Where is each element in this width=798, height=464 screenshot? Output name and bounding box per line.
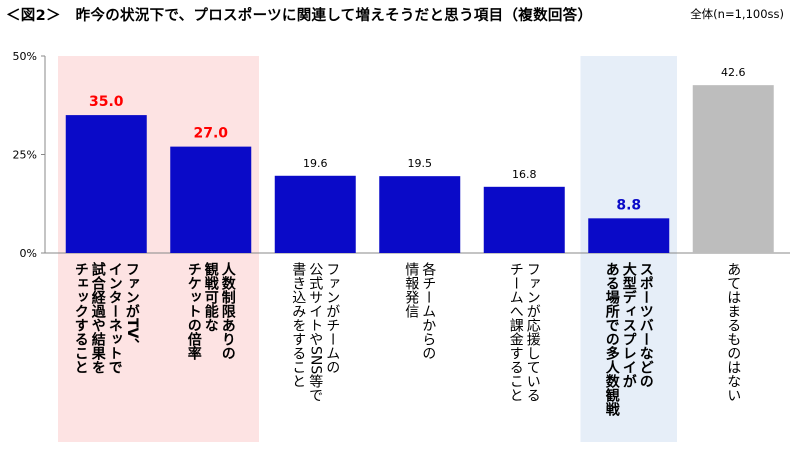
category-label: スポーツバーなどの <box>638 262 654 388</box>
category-label: 情報発信 <box>403 262 419 318</box>
data-label: 19.6 <box>303 157 328 170</box>
category-label: ファンが応援している <box>525 262 541 402</box>
y-tick-label: 25% <box>13 149 37 162</box>
data-label: 35.0 <box>89 94 124 110</box>
bar <box>379 176 461 253</box>
data-label: 8.8 <box>616 197 641 213</box>
chart-title: ＜図2＞ 昨今の状況下で、プロスポーツに関連して増えそうだと思う項目（複数回答） <box>6 8 593 24</box>
category-label: 大型ディスプレイが <box>621 261 637 388</box>
data-label: 19.5 <box>408 157 433 170</box>
y-tick-label: 0% <box>20 247 37 260</box>
bar <box>274 175 356 253</box>
y-tick-label: 50% <box>13 50 37 63</box>
category-label: 書き込みをすること <box>290 262 306 388</box>
data-label: 16.8 <box>512 168 537 181</box>
bar <box>692 85 774 253</box>
bar <box>65 115 147 253</box>
category-label: あてはまるものはない <box>725 262 741 402</box>
category-label: 各チームからの <box>420 262 436 360</box>
base-note: 全体(n=1,100ss) <box>690 7 784 21</box>
category-label: 人数制限ありの <box>220 261 236 360</box>
bar <box>483 186 565 253</box>
category-label: 試合経過や結果を <box>90 261 107 374</box>
category-label: 公式サイトやSNS等で <box>307 262 323 403</box>
data-label: 27.0 <box>193 126 228 142</box>
category-label: チェックすること <box>73 262 89 374</box>
data-label: 42.6 <box>721 66 746 79</box>
category-label: ある場所での多人数観戦 <box>604 262 620 417</box>
category-label: 観戦可能な <box>203 261 219 332</box>
category-label: チケットの倍率 <box>186 262 202 361</box>
category-label: チームへ課金すること <box>508 262 524 402</box>
bar <box>170 146 252 253</box>
category-label: インターネットで <box>107 262 123 374</box>
category-label: ファンがチームの <box>324 262 340 374</box>
bar <box>588 218 670 253</box>
category-label: ファンがTV、 <box>124 262 140 352</box>
